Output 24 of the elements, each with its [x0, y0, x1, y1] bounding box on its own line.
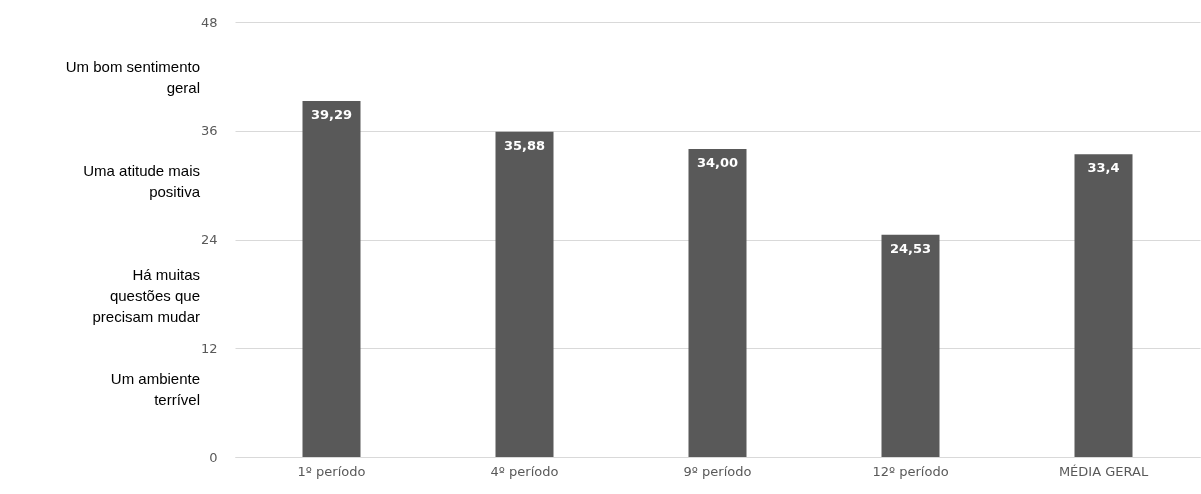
bar: [302, 100, 361, 457]
data-label: 35,88: [503, 137, 546, 153]
text: Um bom sentimento geral: [65, 58, 200, 96]
x-tick-label: 12º período: [872, 463, 949, 479]
y-tick-label: 48: [200, 14, 218, 30]
bar: [881, 234, 940, 457]
bar: [495, 131, 554, 457]
y-tick-label: 12: [200, 340, 218, 356]
y-tick-label: 24: [200, 232, 218, 247]
text: Há muitas questões que precisam mudar: [92, 266, 200, 325]
y-tick-label: 0: [209, 449, 218, 465]
bar: [688, 148, 747, 457]
x-tick-label: 9º período: [683, 463, 752, 479]
text: Um ambiente terrível: [110, 370, 200, 408]
data-label: 24,53: [889, 240, 932, 256]
y-tick-label: 36: [200, 123, 218, 139]
x-tick-label: 1º período: [297, 463, 366, 479]
x-tick-label: 4º período: [490, 463, 559, 479]
x-tick-label: MÉDIA GERAL: [1058, 463, 1149, 479]
bar: [1074, 154, 1133, 457]
data-label: 33,4: [1087, 160, 1120, 176]
text: Uma atitude mais positiva: [83, 162, 201, 200]
data-label: 39,29: [310, 106, 353, 122]
data-label: 34,00: [696, 154, 739, 170]
